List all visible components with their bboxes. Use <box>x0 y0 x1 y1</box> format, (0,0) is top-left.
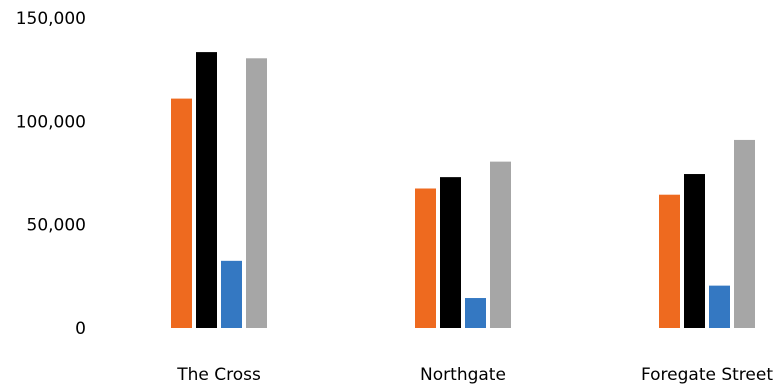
x-tick-label: The Cross <box>176 365 261 385</box>
bar <box>196 52 217 328</box>
bar <box>490 161 511 328</box>
bar <box>659 194 680 328</box>
bar <box>684 174 705 328</box>
bar <box>709 285 730 328</box>
y-tick-label: 50,000 <box>27 216 86 236</box>
bars <box>171 52 755 329</box>
x-tick-label: Northgate <box>420 365 506 385</box>
bar <box>440 177 461 328</box>
bar <box>734 139 755 328</box>
bar <box>221 260 242 328</box>
bar <box>171 98 192 328</box>
x-tick-label: Foregate Street <box>641 365 773 385</box>
y-tick-label: 0 <box>75 319 86 339</box>
x-axis: The Cross Northgate Foregate Street <box>176 365 773 385</box>
bar <box>415 188 436 328</box>
y-tick-label: 150,000 <box>16 9 86 29</box>
bar <box>465 298 486 328</box>
y-tick-label: 100,000 <box>16 112 86 132</box>
y-axis: 0 50,000 100,000 150,000 <box>16 9 86 339</box>
bar <box>246 58 267 329</box>
